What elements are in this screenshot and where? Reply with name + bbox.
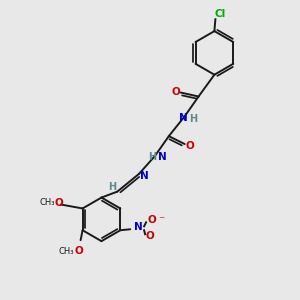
Text: CH₃: CH₃ — [39, 198, 55, 207]
Text: N: N — [158, 152, 166, 162]
Text: O: O — [171, 86, 180, 97]
Text: O: O — [185, 141, 194, 151]
Text: O: O — [146, 231, 154, 241]
Text: Cl: Cl — [215, 9, 226, 19]
Text: H: H — [148, 152, 156, 162]
Text: N: N — [140, 171, 148, 181]
Text: N: N — [134, 222, 142, 232]
Text: N: N — [179, 113, 188, 123]
Text: H: H — [108, 182, 116, 192]
Text: O: O — [74, 246, 83, 256]
Text: CH₃: CH₃ — [59, 247, 74, 256]
Text: O: O — [54, 197, 63, 208]
Text: H: H — [190, 114, 198, 124]
Text: O: O — [148, 215, 156, 225]
Text: ⁻: ⁻ — [158, 214, 164, 227]
